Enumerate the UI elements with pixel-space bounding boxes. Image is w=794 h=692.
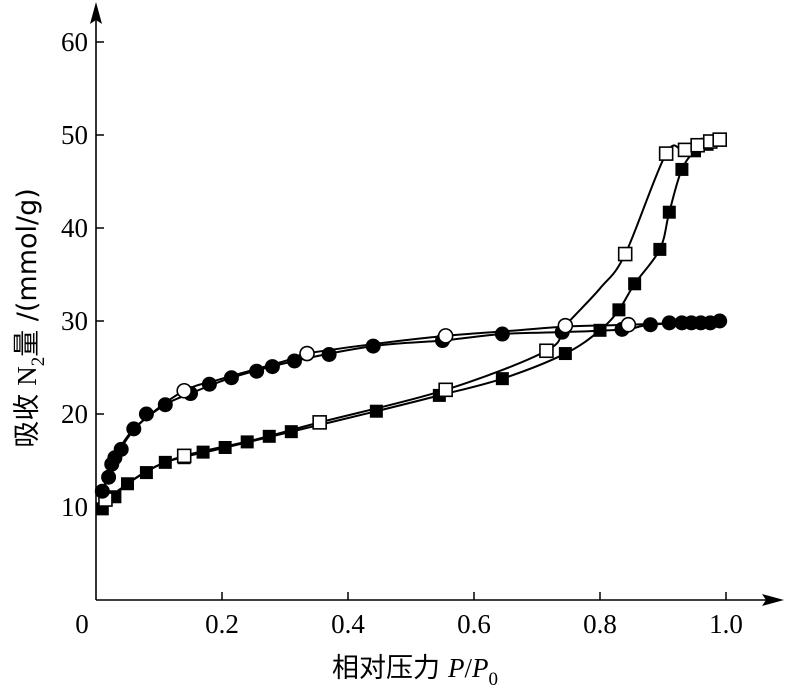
open-circle-marker [299, 345, 315, 362]
filled-square-marker [495, 372, 509, 386]
open-square-marker [438, 382, 453, 398]
open-square-marker [176, 448, 192, 464]
filled-circle-marker [138, 406, 154, 422]
filled-circle-marker [365, 338, 381, 354]
open-circle-marker [437, 328, 454, 344]
filled-circle-marker [126, 421, 142, 437]
filled-circle-marker [712, 313, 728, 329]
y-tick-label: 60 [61, 27, 88, 57]
open-square-marker [658, 146, 674, 161]
filled-square-marker [628, 277, 642, 291]
y-axis-title-rest: 量 /(mmol/g) [12, 188, 43, 357]
y-tick-label: 30 [61, 306, 88, 336]
filled-square-marker [558, 347, 572, 361]
filled-circle-marker [101, 469, 117, 485]
filled-circle-marker [321, 346, 337, 362]
open-circle-marker [176, 382, 192, 399]
y-tick-label: 40 [61, 213, 88, 243]
filled-circle-marker [264, 359, 280, 375]
filled-circle-marker [494, 326, 510, 342]
filled-square-marker [675, 162, 689, 176]
filled-circle-marker [223, 370, 239, 386]
isotherm-curve [101, 320, 720, 492]
x-axis-title-sep: / [464, 653, 472, 683]
filled-circle-marker [113, 441, 129, 457]
x-tick-label: 0.4 [331, 609, 365, 639]
filled-circle-marker [249, 363, 265, 379]
y-axis-arrowhead [90, 2, 102, 24]
markers-layer [94, 132, 728, 516]
open-square-marker [312, 415, 327, 430]
x-tick-label: 1.0 [709, 609, 743, 639]
filled-square-marker [262, 429, 276, 443]
y-tick-label: 20 [61, 399, 88, 429]
filled-square-marker [121, 477, 134, 491]
x-tick-label: 0.6 [457, 609, 491, 639]
filled-square-marker [139, 466, 153, 480]
filled-square-marker [662, 205, 676, 219]
open-circle-marker [620, 316, 637, 333]
x-tick-label: 0 [75, 609, 89, 639]
y-axis-title-n: N [12, 366, 42, 386]
filled-circle-marker [286, 353, 302, 369]
filled-square-marker [196, 445, 210, 459]
y-tick-label: 50 [61, 120, 88, 150]
filled-circle-marker [94, 483, 110, 499]
x-axis-title-math: P [447, 653, 465, 683]
y-axis-title-main: 吸收 [12, 394, 43, 448]
open-square-marker [677, 142, 693, 158]
filled-circle-marker [661, 315, 677, 331]
isotherm-curve [101, 138, 721, 510]
open-square-marker [539, 343, 554, 359]
x-tick-label: 0.2 [205, 609, 239, 639]
filled-square-marker [158, 455, 172, 469]
open-square-marker [712, 132, 728, 147]
filled-square-marker [369, 404, 383, 418]
x-axis-title: 相对压力 P/P0 [332, 653, 498, 690]
filled-square-marker [612, 303, 626, 317]
x-axis-title-math2: P [471, 653, 489, 683]
filled-square-marker [240, 435, 254, 449]
x-axis-title-subscript: 0 [489, 669, 499, 690]
filled-circle-marker [642, 317, 658, 333]
y-axis-title: 吸收 N2量 /(mmol/g) [12, 188, 49, 448]
filled-square-marker [284, 425, 298, 439]
x-axis-title-main: 相对压力 [332, 653, 440, 684]
filled-square-marker [218, 440, 232, 454]
y-axis-title-subscript: 2 [28, 357, 49, 367]
ticks-layer: 0 0.2 0.4 0.6 0.8 1.0 10 20 30 40 50 60 [61, 27, 743, 639]
open-square-marker [690, 137, 705, 153]
filled-square-marker [653, 242, 667, 256]
open-circle-marker [557, 317, 574, 334]
filled-circle-marker [157, 397, 173, 413]
x-axis-arrowhead [762, 594, 784, 606]
x-tick-label: 0.8 [583, 609, 617, 639]
isotherm-curve [101, 320, 727, 492]
y-tick-label: 10 [61, 492, 88, 522]
filled-square-marker [593, 323, 607, 337]
open-square-marker [617, 246, 633, 262]
axes-layer [90, 2, 784, 606]
filled-circle-marker [201, 376, 217, 392]
